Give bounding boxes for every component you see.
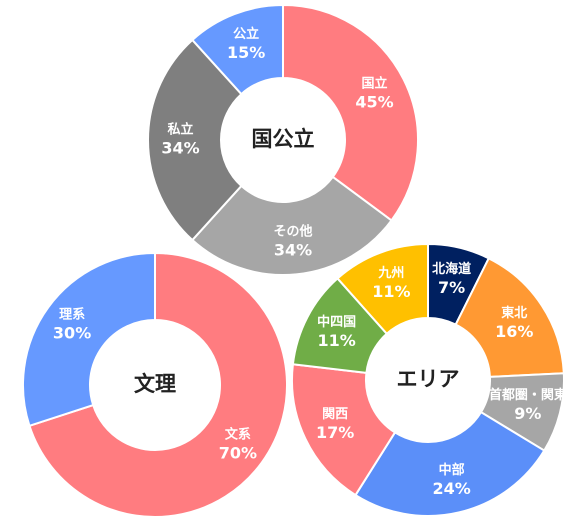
center-title: エリア [397,367,460,391]
slice [190,3,284,96]
slice-label: 文系 [225,427,251,443]
slice-label: 理系 [59,306,85,322]
slice-value: 7% [438,278,465,297]
slice-label: 中部 [439,462,465,478]
slice [147,38,243,242]
center-title: 文理 [134,372,176,396]
slice-label: 中四国 [317,314,356,330]
slice-value: 34% [161,139,199,158]
slice-value: 45% [355,92,393,111]
slice-value: 15% [227,43,265,62]
slice [282,3,419,222]
slice-label: 北海道 [432,261,471,277]
slice-label: 公立 [233,26,259,42]
slice-value: 17% [316,423,354,442]
slice-value: 34% [274,241,312,260]
slice-label: 九州 [377,266,404,281]
center-title: 国公立 [252,127,315,151]
slice-value: 24% [432,479,470,498]
slice-label: 東北 [501,305,527,321]
slice-label: 関西 [322,407,348,422]
slice-value: 16% [495,322,533,341]
slice-value: 30% [53,323,91,342]
slice [336,242,429,336]
slice [291,363,397,497]
slice-label: その他 [274,224,313,240]
slice-value: 11% [372,282,410,301]
slice [454,256,565,378]
slice [354,410,546,517]
slice [28,251,288,518]
slice [22,251,156,428]
slice-value: 9% [514,404,541,423]
slice-value: 11% [317,331,355,350]
slice-label: 国立 [362,75,388,91]
slice-value: 70% [219,444,257,463]
slice-label: 私立 [167,122,193,138]
slice-label: 首都圏・関東 [489,387,567,403]
slice [190,175,393,276]
